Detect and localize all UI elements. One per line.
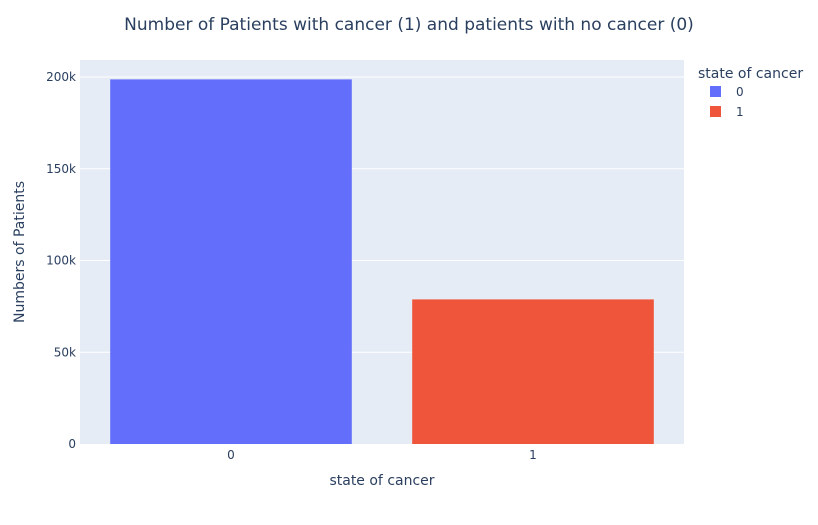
y-tick-label: 50k	[54, 345, 76, 359]
legend: state of cancer 0 1	[698, 66, 803, 119]
legend-swatch-0[interactable]	[710, 86, 721, 97]
x-axis-title: state of cancer	[329, 473, 434, 489]
bar-0[interactable]	[110, 79, 352, 444]
chart-title: Number of Patients with cancer (1) and p…	[124, 15, 694, 35]
y-axis-title: Numbers of Patients	[12, 181, 28, 323]
bar-1[interactable]	[412, 299, 654, 444]
y-tick-label: 0	[68, 437, 76, 451]
y-tick-label: 200k	[46, 70, 76, 84]
y-tick-label: 100k	[46, 254, 76, 268]
legend-title: state of cancer	[698, 66, 803, 82]
x-tick-label: 1	[529, 448, 537, 462]
legend-label-1[interactable]: 1	[736, 105, 744, 119]
x-tick-label: 0	[227, 448, 235, 462]
legend-swatch-1[interactable]	[710, 106, 721, 117]
legend-label-0[interactable]: 0	[736, 85, 744, 99]
y-tick-label: 150k	[46, 162, 76, 176]
